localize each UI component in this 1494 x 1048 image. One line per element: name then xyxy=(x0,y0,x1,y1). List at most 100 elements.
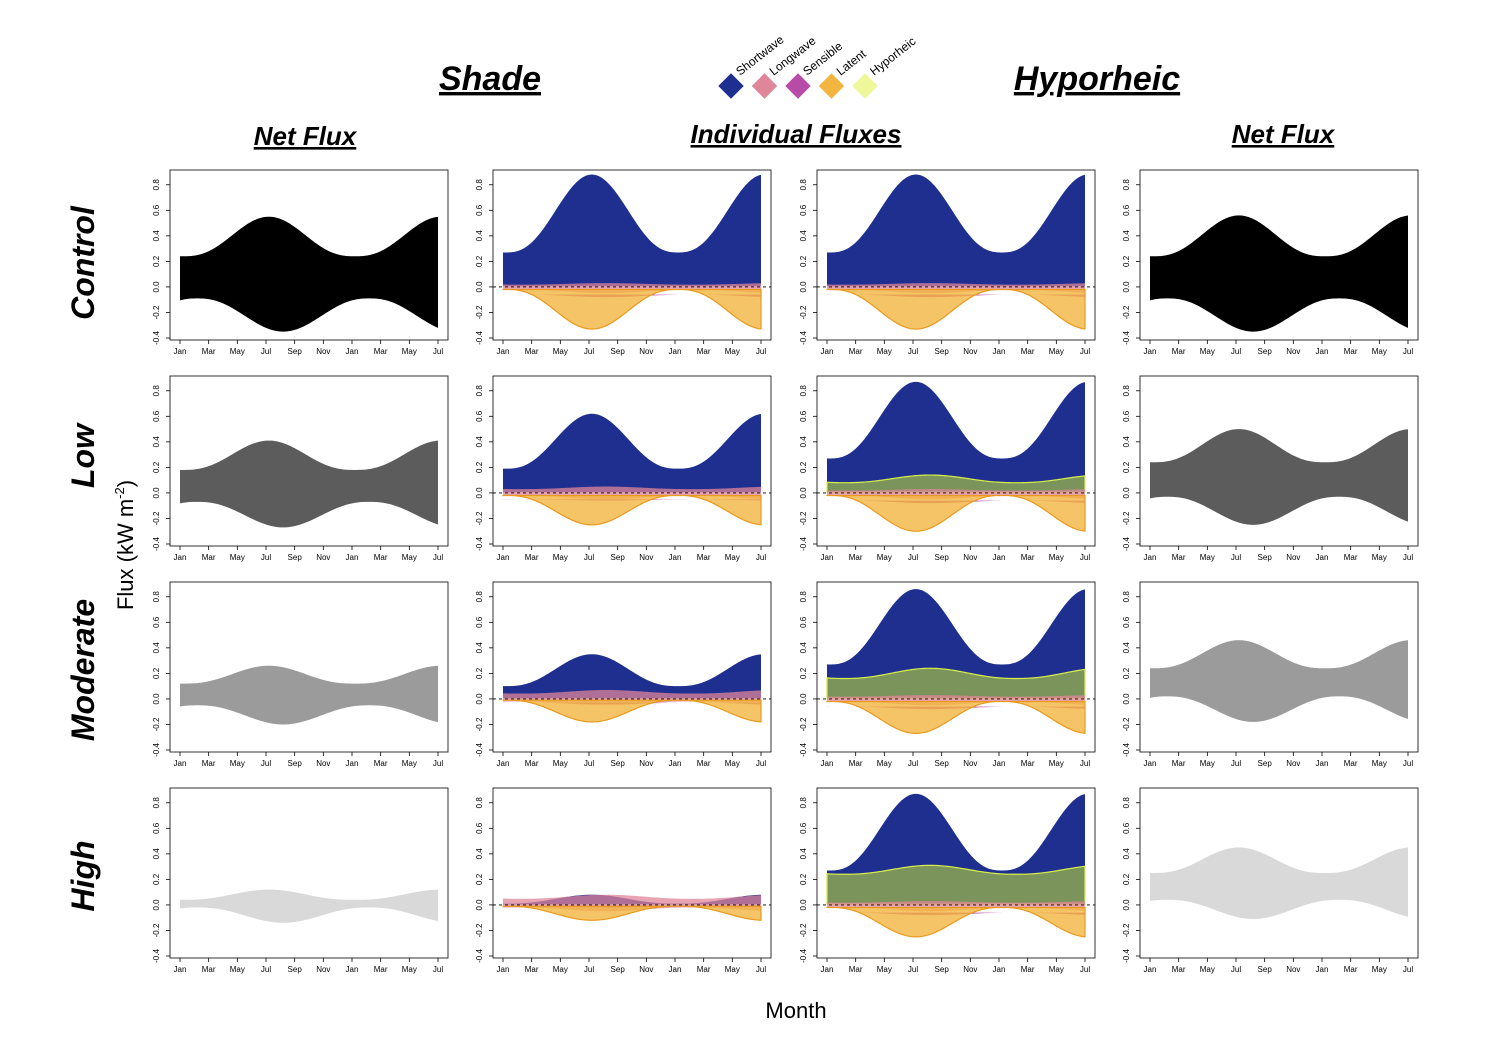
x-tick-label: Jan xyxy=(1316,759,1329,768)
y-tick-label: -0.4 xyxy=(475,743,484,757)
y-tick-label: -0.4 xyxy=(799,537,808,551)
x-tick-label: Mar xyxy=(697,965,711,974)
x-tick-label: Mar xyxy=(202,553,216,562)
y-tick-label: -0.2 xyxy=(152,717,161,731)
panel-control-2: 0.8 0.6 0.4 0.2 0.0 -0.2 -0.4 Jan Mar May Jul Sep No… xyxy=(799,169,1096,356)
y-tick-label: 0.0 xyxy=(1122,281,1131,293)
plot-area xyxy=(817,174,1095,330)
x-tick-label: May xyxy=(230,965,245,974)
x-tick-label: May xyxy=(402,759,417,768)
y-tick-label: 0.4 xyxy=(475,230,484,242)
legend-label-hyporheic: Hyporheic xyxy=(867,34,918,78)
panel-frame xyxy=(1139,375,1419,547)
x-tick-label: Nov xyxy=(963,553,977,562)
y-tick-label: 0.8 xyxy=(152,385,161,397)
x-tick-label: May xyxy=(725,553,740,562)
y-tick-label: 0.0 xyxy=(1122,487,1131,499)
header-shade: Shade xyxy=(439,60,541,98)
row-label-control: Control xyxy=(65,205,101,320)
legend-swatch-sensible xyxy=(785,73,811,99)
panel-frame xyxy=(492,169,772,341)
y-axis-label: Flux (kW m-2) xyxy=(112,480,138,610)
x-tick-label: Jan xyxy=(993,965,1006,974)
y-tick-label: -0.2 xyxy=(475,717,484,731)
x-tick-label: Jul xyxy=(584,553,594,562)
x-tick-label: May xyxy=(725,965,740,974)
panel-high-0: 0.8 0.6 0.4 0.2 0.0 -0.2 -0.4 Jan Mar May Jul Sep No… xyxy=(152,787,449,974)
net-flux-band xyxy=(180,889,438,923)
y-tick-label: 0.0 xyxy=(1122,899,1131,911)
net-flux-band xyxy=(1150,640,1408,722)
x-tick-label: Jan xyxy=(346,759,359,768)
plot-area xyxy=(817,381,1095,532)
y-tick-label: 0.0 xyxy=(799,899,808,911)
y-tick-label: -0.2 xyxy=(1122,511,1131,525)
y-tick-label: 0.0 xyxy=(1122,693,1131,705)
y-tick-label: 0.2 xyxy=(799,873,808,885)
x-tick-label: May xyxy=(725,759,740,768)
y-tick-label: 0.6 xyxy=(1122,204,1131,216)
y-tick-label: -0.4 xyxy=(1122,743,1131,757)
flux-band-shortwave xyxy=(827,589,1085,699)
plot-area xyxy=(493,413,771,526)
x-tick-label: Mar xyxy=(849,759,863,768)
y-tick-label: 0.6 xyxy=(475,616,484,628)
x-tick-label: Sep xyxy=(1258,759,1273,768)
y-tick-label: 0.8 xyxy=(1122,179,1131,191)
x-tick-label: Mar xyxy=(525,347,539,356)
y-tick-label: 0.6 xyxy=(152,616,161,628)
x-tick-label: Mar xyxy=(1344,347,1358,356)
x-tick-label: Mar xyxy=(1172,759,1186,768)
x-tick-label: Jul xyxy=(433,759,443,768)
legend-swatch-shortwave xyxy=(718,73,744,99)
flux-band-shortwave xyxy=(503,654,761,699)
y-tick-label: -0.2 xyxy=(1122,717,1131,731)
x-tick-label: Jul xyxy=(908,759,918,768)
x-tick-label: May xyxy=(1372,347,1387,356)
net-flux-band xyxy=(1150,215,1408,332)
y-tick-label: -0.2 xyxy=(799,511,808,525)
x-tick-label: Jul xyxy=(1403,553,1413,562)
x-tick-label: May xyxy=(1049,553,1064,562)
panel-frame xyxy=(816,375,1096,547)
row-label-low: Low xyxy=(65,422,101,488)
plot-area xyxy=(180,440,438,528)
plot-area xyxy=(1150,640,1408,722)
x-tick-label: Jul xyxy=(261,965,271,974)
plot-area xyxy=(1150,847,1408,919)
y-tick-label: 0.0 xyxy=(475,487,484,499)
x-tick-label: May xyxy=(1200,965,1215,974)
y-tick-label: 0.0 xyxy=(152,899,161,911)
x-tick-label: Sep xyxy=(611,553,626,562)
x-tick-label: Jul xyxy=(756,553,766,562)
plot-area xyxy=(180,889,438,923)
panel-high-1: 0.8 0.6 0.4 0.2 0.0 -0.2 -0.4 Jan Mar May Jul Sep No… xyxy=(475,787,772,974)
legend-swatch-latent xyxy=(818,73,845,99)
panel-moderate-2: 0.8 0.6 0.4 0.2 0.0 -0.2 -0.4 Jan Mar May Jul Sep No… xyxy=(799,581,1096,768)
panel-low-3: 0.8 0.6 0.4 0.2 0.0 -0.2 -0.4 Jan Mar May Jul Sep No… xyxy=(1122,375,1419,562)
flux-band-latent xyxy=(826,494,1086,532)
x-tick-label: Jan xyxy=(821,553,834,562)
flux-band-latent xyxy=(502,699,762,723)
x-tick-label: Jan xyxy=(993,759,1006,768)
x-tick-label: Nov xyxy=(963,759,977,768)
panel-frame xyxy=(1139,169,1419,341)
header-individual-fluxes: Individual Fluxes xyxy=(691,119,902,149)
header-hyporheic: Hyporheic xyxy=(1014,60,1180,98)
x-tick-label: May xyxy=(1049,347,1064,356)
x-tick-label: May xyxy=(230,347,245,356)
x-tick-label: Nov xyxy=(1286,553,1300,562)
x-tick-label: Nov xyxy=(963,347,977,356)
x-tick-label: Jul xyxy=(433,347,443,356)
row-label-moderate: Moderate xyxy=(65,599,101,741)
x-tick-label: May xyxy=(725,347,740,356)
flux-band-latent xyxy=(826,700,1086,735)
x-tick-label: Nov xyxy=(316,759,330,768)
x-tick-label: May xyxy=(553,965,568,974)
x-tick-label: Jan xyxy=(346,553,359,562)
y-tick-label: 0.8 xyxy=(799,385,808,397)
x-tick-label: Jul xyxy=(1403,759,1413,768)
x-tick-label: Sep xyxy=(288,553,303,562)
x-tick-label: May xyxy=(877,965,892,974)
y-tick-label: -0.4 xyxy=(475,331,484,345)
